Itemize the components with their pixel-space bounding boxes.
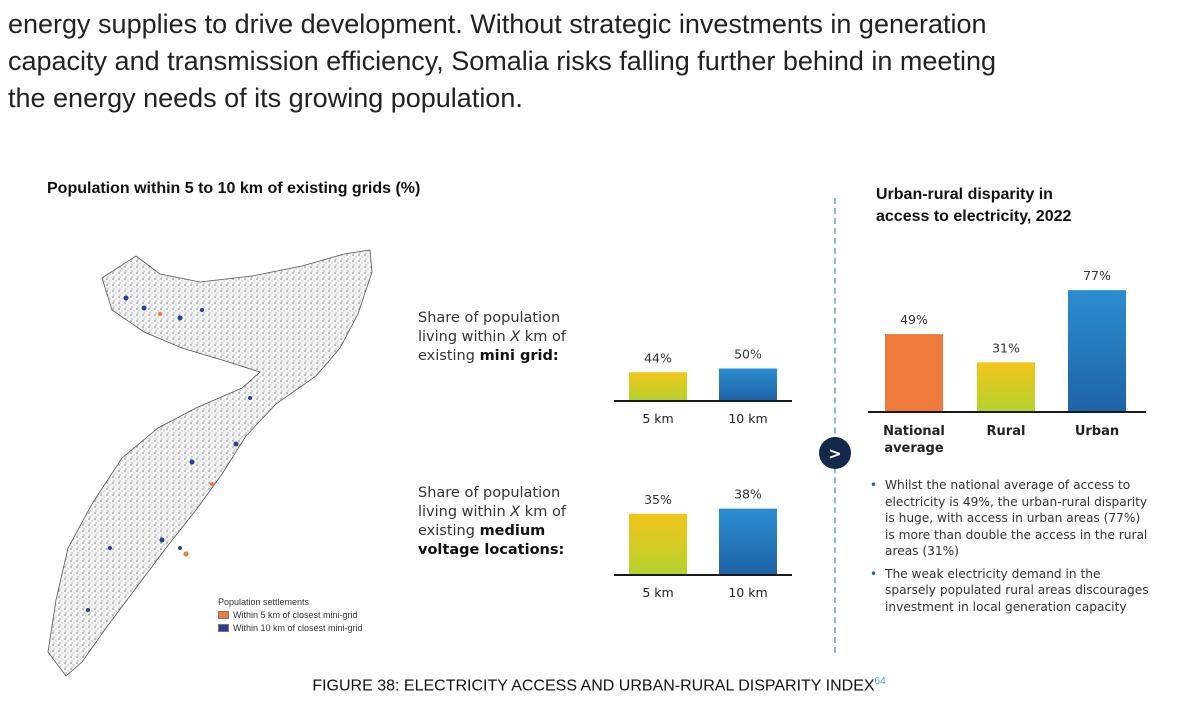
note-item: Whilst the national average of access to… bbox=[866, 477, 1150, 560]
urban-rural-bar-chart: 49% National average 31% Rural 77% Urban bbox=[868, 268, 1146, 456]
somalia-outline bbox=[47, 249, 373, 677]
data-label-urban-rural-2: 77% bbox=[1083, 268, 1111, 283]
category-label-mini-grid-0: 5 km bbox=[642, 411, 673, 426]
medium-voltage-label: Share of population living within X km o… bbox=[418, 484, 566, 560]
legend-item-5km: Within 5 km of closest mini-grid bbox=[218, 610, 363, 620]
right-panel-title: Urban-rural disparity in access to elect… bbox=[876, 184, 1071, 228]
data-label-medium-voltage-1: 38% bbox=[734, 487, 762, 502]
bar-mini-grid-0 bbox=[629, 372, 687, 400]
mini-grid-label: Share of population living within X km o… bbox=[418, 309, 566, 366]
settlement-markers bbox=[86, 295, 252, 612]
bar-urban-rural-0 bbox=[885, 334, 943, 411]
medium-voltage-label-line-3: existing medium bbox=[418, 523, 546, 539]
category-label-urban-rural-0: National bbox=[883, 424, 945, 439]
medium-voltage-label-line-2: living within X km of bbox=[418, 504, 566, 520]
caption-text: FIGURE 38: ELECTRICITY ACCESS AND URBAN-… bbox=[312, 677, 875, 695]
data-label-urban-rural-0: 49% bbox=[900, 312, 928, 327]
arrow-icon: > bbox=[819, 437, 851, 469]
mini-grid-label-line-2: living within X km of bbox=[418, 329, 566, 345]
medium-voltage-label-line-1: Share of population bbox=[418, 485, 561, 501]
bar-medium-voltage-1 bbox=[719, 508, 777, 574]
note-item: The weak electricity demand in the spars… bbox=[866, 566, 1150, 616]
mini-grid-label-line-1: Share of population bbox=[418, 310, 561, 326]
data-label-medium-voltage-0: 35% bbox=[644, 492, 672, 507]
legend-swatch-blue bbox=[218, 624, 229, 632]
bar-urban-rural-1 bbox=[977, 362, 1035, 411]
legend-label-5km: Within 5 km of closest mini-grid bbox=[233, 610, 358, 620]
intro-paragraph: energy supplies to drive development. Wi… bbox=[8, 6, 1190, 117]
category-label-urban-rural-2: Urban bbox=[1075, 424, 1119, 439]
data-label-mini-grid-0: 44% bbox=[644, 350, 672, 365]
legend-swatch-orange bbox=[218, 611, 229, 619]
somalia-population-map bbox=[47, 249, 373, 677]
data-label-mini-grid-1: 50% bbox=[734, 347, 762, 362]
bar-urban-rural-2 bbox=[1068, 290, 1126, 411]
left-panel-title: Population within 5 to 10 km of existing… bbox=[47, 180, 421, 197]
medium-voltage-label-line-4: voltage locations: bbox=[418, 542, 565, 558]
category-label-medium-voltage-1: 10 km bbox=[728, 585, 767, 600]
legend-title: Population settlements bbox=[218, 597, 310, 607]
bar-medium-voltage-0 bbox=[629, 513, 687, 574]
right-title-line-2: access to electricity, 2022 bbox=[876, 208, 1072, 225]
category-label-medium-voltage-0: 5 km bbox=[642, 585, 673, 600]
data-label-urban-rural-1: 31% bbox=[992, 340, 1020, 355]
map-legend: Population settlements Within 5 km of cl… bbox=[218, 597, 363, 633]
category-label-mini-grid-1: 10 km bbox=[728, 411, 767, 426]
legend-label-10km: Within 10 km of closest mini-grid bbox=[233, 623, 363, 633]
figure-caption: FIGURE 38: ELECTRICITY ACCESS AND URBAN-… bbox=[0, 676, 1198, 695]
category-label-urban-rural-0: average bbox=[884, 441, 944, 456]
legend-item-10km: Within 10 km of closest mini-grid bbox=[218, 623, 363, 633]
mini-grid-bar-chart: 44% 5 km 50% 10 km bbox=[614, 347, 792, 426]
notes-list: Whilst the national average of access to… bbox=[866, 477, 1150, 621]
intro-line-1: energy supplies to drive development. Wi… bbox=[8, 9, 987, 39]
intro-line-2: capacity and transmission efficiency, So… bbox=[8, 46, 996, 76]
bar-mini-grid-1 bbox=[719, 368, 777, 400]
intro-line-3: the energy needs of its growing populati… bbox=[8, 83, 523, 113]
medium-voltage-bar-chart: 35% 5 km 38% 10 km bbox=[614, 487, 792, 600]
section-divider bbox=[834, 198, 836, 653]
right-title-line-1: Urban-rural disparity in bbox=[876, 186, 1053, 203]
category-label-urban-rural-1: Rural bbox=[987, 424, 1026, 439]
mini-grid-label-line-3: existing mini grid: bbox=[418, 348, 559, 364]
caption-footnote: 64 bbox=[874, 676, 886, 687]
